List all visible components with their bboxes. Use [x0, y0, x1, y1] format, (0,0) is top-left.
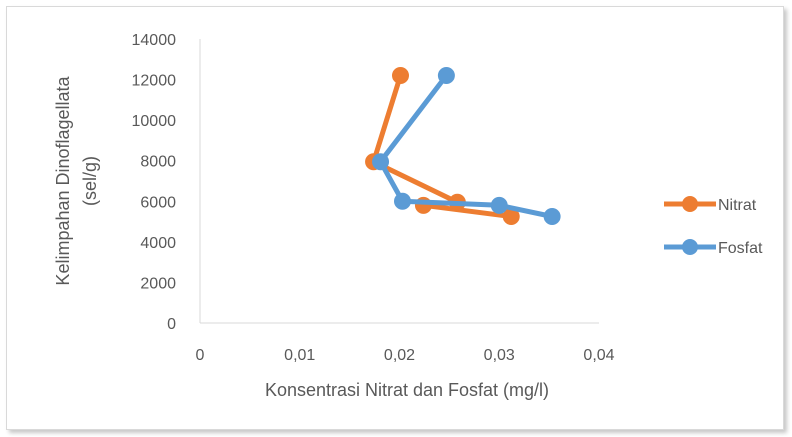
- data-point-nitrat: [391, 67, 409, 85]
- legend-marker-nitrat: [682, 196, 698, 212]
- y-tick-label: 8000: [140, 154, 176, 171]
- y-tick-label: 0: [167, 316, 176, 333]
- x-tick-label: 0,04: [583, 347, 614, 364]
- data-point-fosfat: [393, 192, 411, 210]
- x-tick-label: 0,02: [384, 347, 415, 364]
- plot-area: 0 2000 4000 6000 8000 10000 12000 14000 0 0,01 0,0…: [53, 32, 763, 400]
- chart-frame: 0 2000 4000 6000 8000 10000 12000 14000 0 0,01 0,0…: [6, 6, 784, 430]
- y-axis-title-line-2: (sel/g): [80, 156, 100, 206]
- y-tick-label: 10000: [132, 113, 177, 130]
- x-tick-label: 0,01: [284, 347, 315, 364]
- y-tick-label: 4000: [140, 235, 176, 252]
- legend-label-nitrat: Nitrat: [718, 197, 757, 214]
- y-tick-label: 12000: [132, 73, 177, 90]
- legend-marker-fosfat: [682, 239, 698, 255]
- y-tick-label: 14000: [132, 32, 177, 49]
- y-tick-label: 2000: [140, 275, 176, 292]
- data-point-fosfat: [543, 208, 561, 225]
- data-point-fosfat: [437, 67, 455, 85]
- y-axis-title-line-1: Kelimpahan Dinoflagellata: [53, 75, 73, 285]
- chart-svg: 0 2000 4000 6000 8000 10000 12000 14000 0 0,01 0,0…: [53, 32, 763, 400]
- x-tick-label: 0,03: [484, 347, 515, 364]
- data-point-fosfat: [490, 196, 508, 214]
- y-tick-label: 6000: [140, 194, 176, 211]
- legend-label-fosfat: Fosfat: [718, 240, 763, 257]
- data-point-fosfat: [372, 153, 390, 171]
- x-axis-title: Konsentrasi Nitrat dan Fosfat (mg/l): [265, 380, 549, 400]
- x-tick-label: 0: [196, 347, 205, 364]
